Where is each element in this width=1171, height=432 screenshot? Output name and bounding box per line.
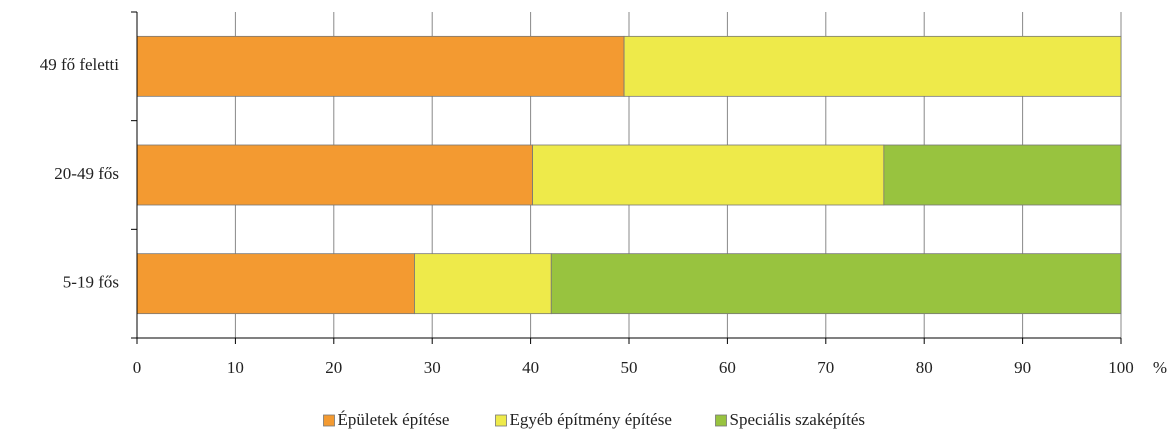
x-tick-label: 80 — [916, 358, 933, 377]
bar-segment — [136, 35, 625, 97]
y-tick-label: 5-19 fős — [63, 273, 119, 292]
x-tick-label: 10 — [227, 358, 244, 377]
x-tick-label: 50 — [621, 358, 638, 377]
legend-swatch — [323, 414, 335, 427]
legend-label: Egyéb építmény építése — [510, 410, 672, 429]
bar-segment — [136, 253, 415, 315]
bar-segment — [414, 253, 552, 315]
x-tick-label: 60 — [719, 358, 736, 377]
y-tick-label: 49 fő feletti — [40, 55, 120, 74]
bar-segment — [532, 144, 885, 206]
bar-segment — [136, 144, 533, 206]
bar-segment — [550, 253, 1122, 315]
x-tick-label: 20 — [325, 358, 342, 377]
x-tick-label: 0 — [133, 358, 142, 377]
bar-segment — [883, 144, 1122, 206]
bar-segment — [623, 35, 1122, 97]
x-axis-label: % — [1153, 358, 1167, 377]
legend-label: Speciális szaképítés — [730, 410, 866, 429]
legend-swatch — [715, 414, 727, 427]
x-tick-label: 90 — [1014, 358, 1031, 377]
legend-label: Épületek építése — [338, 410, 450, 429]
x-tick-label: 40 — [522, 358, 539, 377]
x-tick-label: 100 — [1108, 358, 1134, 377]
legend-swatch — [495, 414, 507, 427]
x-tick-label: 30 — [424, 358, 441, 377]
x-tick-label: 70 — [817, 358, 834, 377]
y-tick-label: 20-49 fős — [54, 164, 119, 183]
